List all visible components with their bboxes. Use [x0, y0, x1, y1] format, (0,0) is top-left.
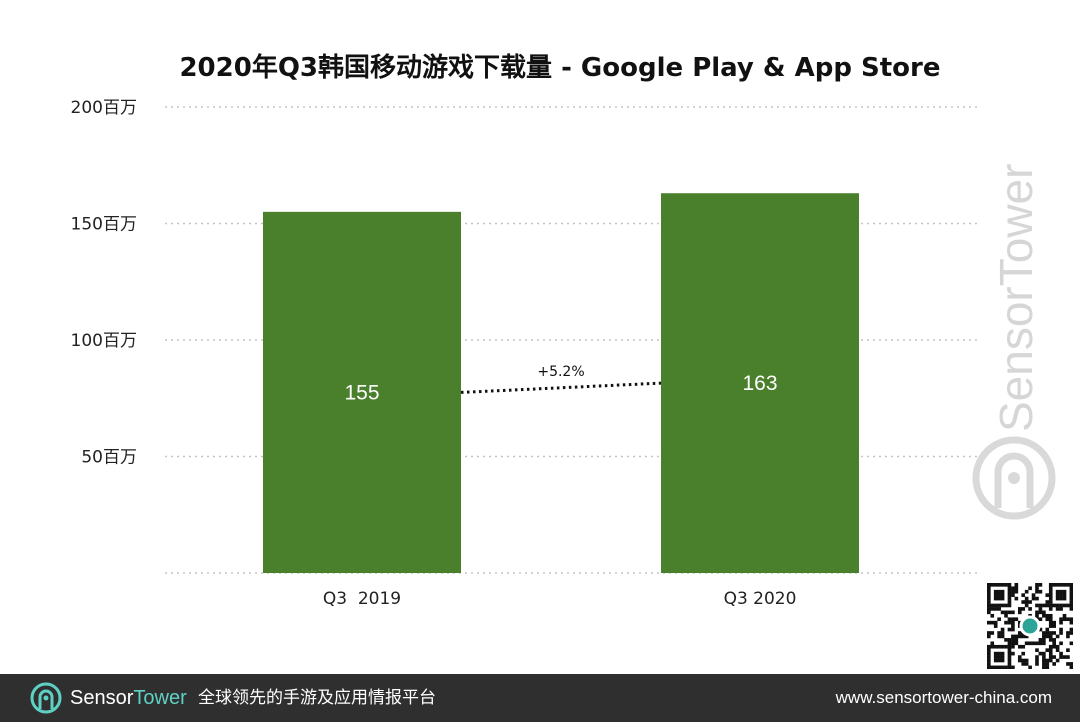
- bar-value-label: 155: [344, 381, 379, 404]
- sensortower-logo-icon: [972, 436, 1056, 520]
- sensortower-logo-icon: [30, 682, 62, 714]
- bars: 155 163: [263, 193, 859, 573]
- footer-url: www.sensortower-china.com: [835, 688, 1052, 707]
- x-axis-ticks: Q3 2019 Q3 2020: [323, 589, 797, 609]
- qr-code-icon: [987, 583, 1074, 670]
- x-tick-label: Q3 2019: [323, 589, 401, 609]
- footer-bar: SensorTower 全球领先的手游及应用情报平台 www.sensortow…: [0, 674, 1080, 722]
- watermark-text: SensorTower: [990, 164, 1042, 432]
- y-tick-label: 100百万: [71, 331, 137, 351]
- chart-title: 2020年Q3韩国移动游戏下载量 - Google Play & App Sto…: [179, 52, 940, 83]
- x-tick-label: Q3 2020: [724, 589, 797, 609]
- growth-label: +5.2%: [537, 364, 584, 380]
- chart-area: 2020年Q3韩国移动游戏下载量 - Google Play & App Sto…: [71, 52, 1056, 609]
- footer-brand: SensorTower: [70, 684, 187, 712]
- y-axis-ticks: 50百万 100百万 150百万 200百万: [71, 98, 137, 468]
- y-tick-label: 150百万: [71, 215, 137, 235]
- footer-tagline: 全球领先的手游及应用情报平台: [198, 688, 436, 708]
- growth-connector-line: [460, 381, 662, 394]
- bar: [661, 193, 859, 573]
- bar: [263, 211, 461, 573]
- y-tick-label: 200百万: [71, 98, 137, 118]
- bar-value-label: 163: [742, 372, 777, 395]
- brand-name-part1: Sensor: [70, 687, 134, 709]
- y-tick-label: 50百万: [81, 448, 137, 468]
- brand-name-part2: Tower: [133, 687, 187, 709]
- growth-annotation: +5.2%: [460, 364, 662, 394]
